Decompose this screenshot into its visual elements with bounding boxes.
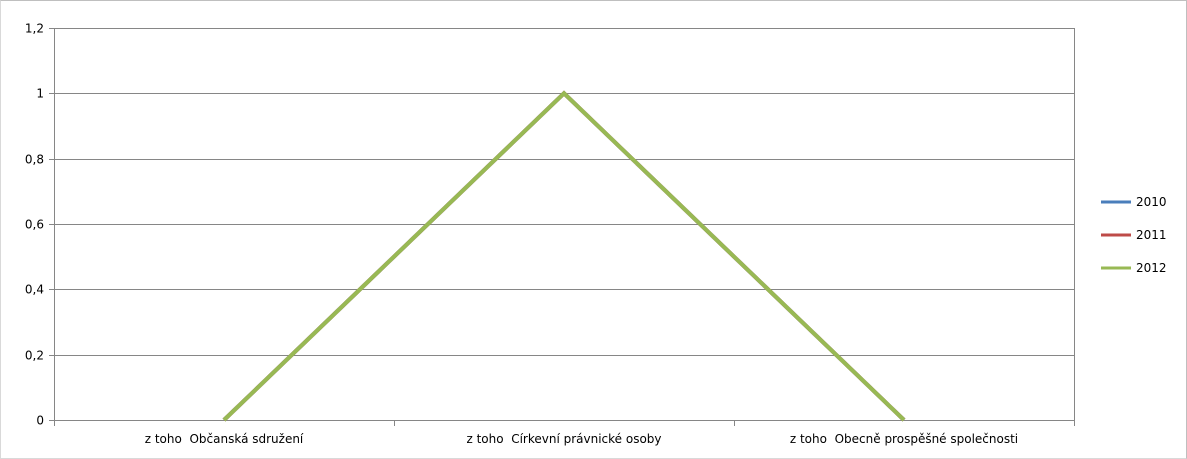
series-line-2010	[222, 90, 906, 422]
y-tick-label: 0,2	[25, 349, 44, 363]
y-tick-label: 1,2	[25, 22, 44, 36]
legend-label: 2012	[1136, 261, 1167, 275]
legend-label: 2011	[1136, 228, 1167, 242]
y-tick-label: 0,6	[25, 218, 44, 232]
y-tick-label: 1	[36, 87, 44, 101]
series-line-2012	[222, 90, 906, 422]
y-tick-label: 0	[36, 414, 44, 428]
x-category-label: z toho Občanská sdružení	[145, 432, 304, 446]
y-tick-label: 0,8	[25, 153, 44, 167]
x-category-label: z toho Církevní právnické osoby	[466, 432, 661, 446]
legend-label: 2010	[1136, 195, 1167, 209]
series-line-2011	[222, 90, 906, 422]
x-category-label: z toho Obecně prospěšné společnosti	[790, 432, 1018, 446]
y-tick-label: 0,4	[25, 283, 44, 297]
